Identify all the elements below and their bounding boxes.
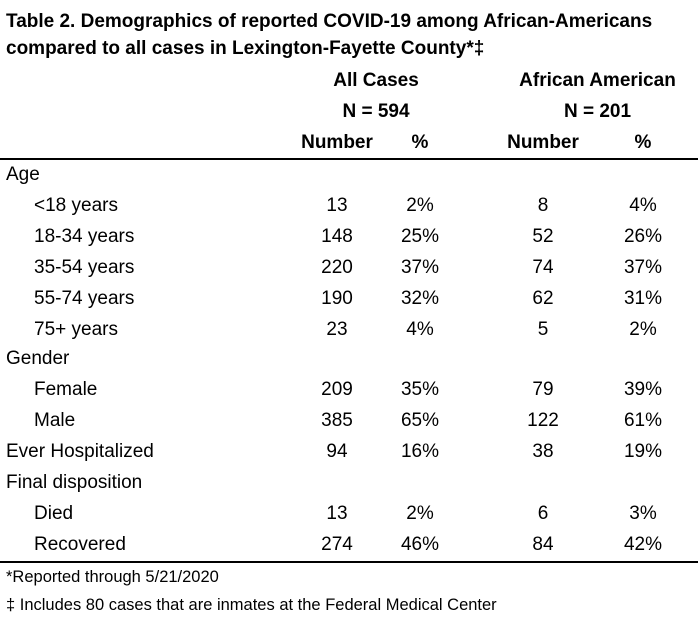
cell-aa-number: 8: [537, 195, 549, 216]
cell-aa-number: 122: [527, 410, 559, 431]
row-label: 18-34 years: [34, 226, 135, 247]
cell-aa-number: 52: [532, 226, 554, 247]
cell-aa-percent: 37%: [623, 257, 663, 278]
group-all-cases-header: All Cases: [333, 70, 419, 91]
cell-all-number: 23: [326, 319, 348, 340]
table-row: 18-34 years 148 25% 52 26%: [0, 221, 698, 252]
table-row: Age: [0, 159, 698, 190]
cell-aa-number: 74: [532, 257, 554, 278]
row-label: Age: [6, 164, 40, 185]
row-label: 35-54 years: [34, 257, 135, 278]
cell-all-percent: 65%: [400, 410, 440, 431]
cell-all-number: 209: [321, 379, 353, 400]
col-all-percent-header: %: [411, 132, 429, 153]
cell-all-percent: 37%: [400, 257, 440, 278]
cell-all-percent: 32%: [400, 288, 440, 309]
cell-all-percent: 35%: [400, 379, 440, 400]
col-aa-percent-header: %: [634, 132, 652, 153]
cell-aa-percent: 31%: [623, 288, 663, 309]
group-all-cases-n: N = 594: [342, 101, 410, 122]
cell-aa-number: 38: [532, 441, 554, 462]
table-row: Recovered 274 46% 84 42%: [0, 529, 698, 560]
row-label: Recovered: [34, 534, 126, 555]
cell-aa-number: 62: [532, 288, 554, 309]
group-african-american-header: African American: [519, 70, 676, 91]
cell-all-percent: 2%: [406, 195, 434, 216]
cell-all-percent: 2%: [406, 503, 434, 524]
table-bottom-border: [0, 561, 698, 563]
cell-aa-number: 5: [537, 319, 549, 340]
cell-aa-percent: 61%: [623, 410, 663, 431]
table-title: Table 2. Demographics of reported COVID-…: [6, 11, 653, 59]
cell-aa-percent: 19%: [623, 441, 663, 462]
row-label: Female: [34, 379, 98, 400]
table-row: 35-54 years 220 37% 74 37%: [0, 252, 698, 283]
table-row: Ever Hospitalized 94 16% 38 19%: [0, 436, 698, 467]
table-row: Final disposition: [0, 467, 698, 498]
footnote-inmates: ‡ Includes 80 cases that are inmates at …: [6, 596, 497, 614]
cell-aa-percent: 2%: [629, 319, 657, 340]
table-row: Gender: [0, 343, 698, 374]
table-row: Died 13 2% 6 3%: [0, 498, 698, 529]
col-aa-number-header: Number: [507, 132, 579, 153]
table-row: Female 209 35% 79 39%: [0, 374, 698, 405]
footnote-reported-through: *Reported through 5/21/2020: [6, 568, 219, 586]
cell-aa-percent: 3%: [629, 503, 657, 524]
cell-all-percent: 25%: [400, 226, 440, 247]
cell-all-number: 274: [321, 534, 353, 555]
row-label: Final disposition: [6, 472, 143, 493]
cell-all-number: 220: [321, 257, 353, 278]
cell-all-percent: 16%: [400, 441, 440, 462]
cell-all-number: 13: [326, 503, 348, 524]
row-label: Male: [34, 410, 76, 431]
cell-all-number: 385: [321, 410, 353, 431]
row-label: Ever Hospitalized: [6, 441, 154, 462]
cell-aa-number: 84: [532, 534, 554, 555]
cell-all-percent: 46%: [400, 534, 440, 555]
cell-all-percent: 4%: [406, 319, 434, 340]
cell-all-number: 94: [326, 441, 348, 462]
cell-aa-percent: 4%: [629, 195, 657, 216]
cell-aa-number: 79: [532, 379, 554, 400]
table-row: 75+ years 23 4% 5 2%: [0, 314, 698, 345]
table-row: Male 385 65% 122 61%: [0, 405, 698, 436]
row-label: 55-74 years: [34, 288, 135, 309]
cell-all-number: 190: [321, 288, 353, 309]
cell-aa-percent: 42%: [623, 534, 663, 555]
group-african-american-n: N = 201: [563, 101, 632, 122]
cell-all-number: 13: [326, 195, 348, 216]
row-label: Died: [34, 503, 74, 524]
cell-aa-percent: 39%: [623, 379, 663, 400]
cell-aa-number: 6: [537, 503, 549, 524]
header-divider: [0, 158, 698, 160]
cell-aa-percent: 26%: [623, 226, 663, 247]
table-row: <18 years 13 2% 8 4%: [0, 190, 698, 221]
row-label: Gender: [6, 348, 70, 369]
table-row: 55-74 years 190 32% 62 31%: [0, 283, 698, 314]
col-all-number-header: Number: [301, 132, 373, 153]
row-label: 75+ years: [34, 319, 118, 340]
cell-all-number: 148: [321, 226, 353, 247]
row-label: <18 years: [34, 195, 118, 216]
